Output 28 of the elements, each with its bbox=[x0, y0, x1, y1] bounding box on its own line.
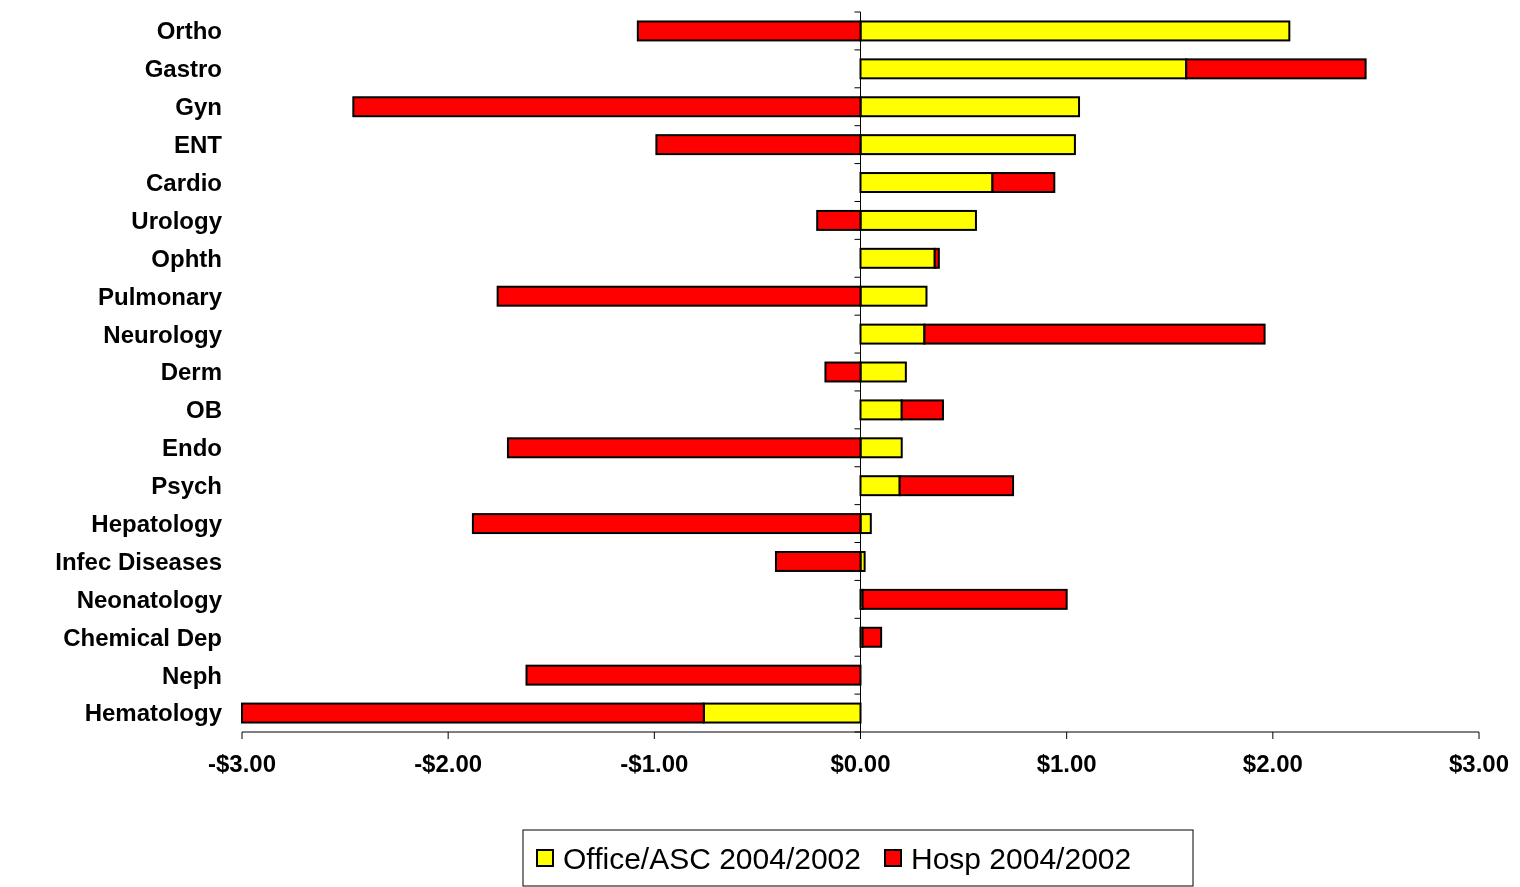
y-tick-label: Endo bbox=[162, 434, 222, 462]
y-tick-label: OB bbox=[186, 396, 222, 424]
y-tick-label: Hematology bbox=[84, 699, 223, 727]
x-tick-label: $3.00 bbox=[1448, 750, 1510, 777]
y-tick-label: ENT bbox=[174, 131, 223, 159]
x-tick-label: $1.00 bbox=[1036, 750, 1097, 777]
y-tick-label: Infec Diseases bbox=[55, 547, 222, 575]
y-tick-label: Derm bbox=[160, 358, 222, 386]
legend-label: Office/ASC 2004/2002 bbox=[563, 841, 861, 875]
y-tick-label: Neurology bbox=[103, 320, 223, 348]
y-tick-label: Pulmonary bbox=[97, 282, 223, 310]
y-tick-label: Cardio bbox=[145, 168, 222, 196]
x-tick-label: -$3.00 bbox=[207, 750, 277, 777]
y-tick-label: Neonatology bbox=[76, 585, 223, 613]
x-tick-label: -$1.00 bbox=[620, 750, 689, 777]
y-tick-label: Chemical Dep bbox=[63, 623, 222, 651]
y-tick-label: Ortho bbox=[156, 17, 222, 45]
y-tick-label: Gastro bbox=[144, 55, 222, 83]
y-tick-label: Urology bbox=[131, 206, 223, 234]
x-tick-label: $0.00 bbox=[830, 750, 891, 777]
x-tick-label: -$2.00 bbox=[414, 750, 483, 777]
y-tick-label: Psych bbox=[151, 472, 222, 500]
y-tick-label: Hepatology bbox=[91, 509, 223, 537]
y-tick-label: Neph bbox=[162, 661, 222, 689]
y-tick-label: Gyn bbox=[175, 93, 222, 121]
legend-label: Hosp 2004/2002 bbox=[911, 841, 1132, 875]
x-tick-label: $2.00 bbox=[1242, 750, 1303, 777]
y-tick-label: Ophth bbox=[151, 244, 222, 272]
